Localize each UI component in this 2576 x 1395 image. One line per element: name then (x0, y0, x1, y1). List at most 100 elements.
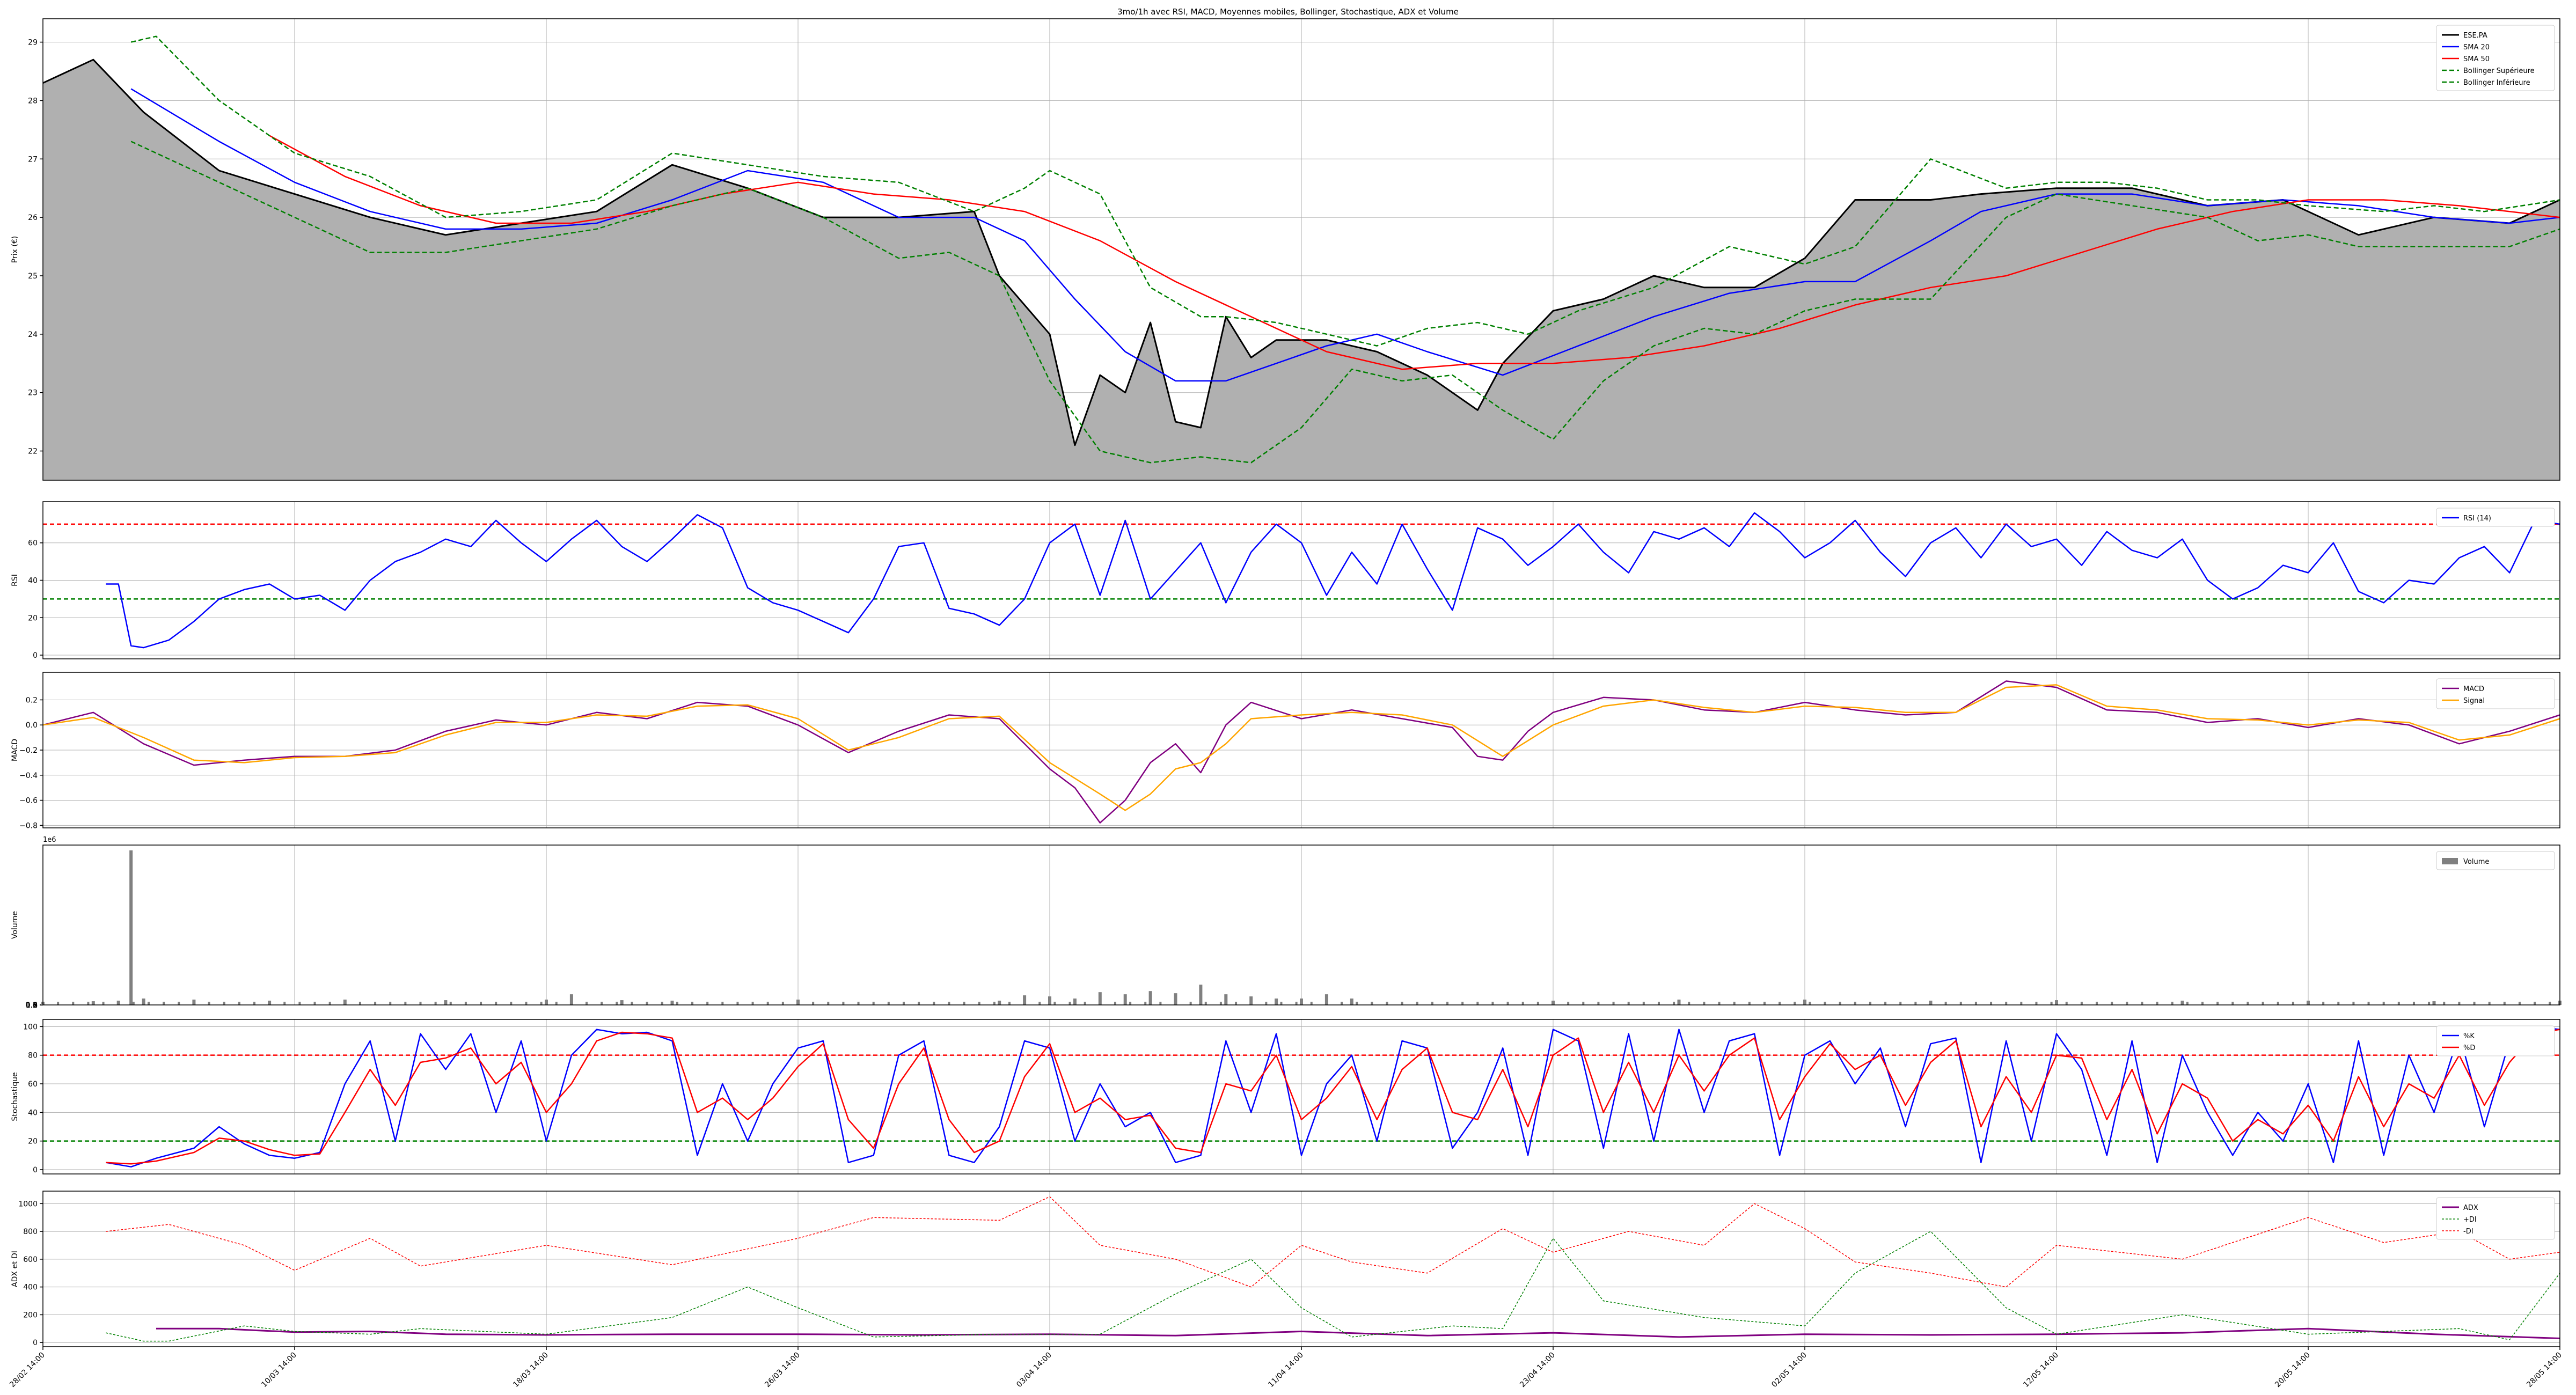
volume-bar (1341, 1002, 1343, 1005)
volume-bar (1552, 1002, 1554, 1005)
y-tick-label: 25 (28, 272, 38, 281)
volume-bar (1008, 1002, 1011, 1005)
volume-bar (842, 1002, 845, 1005)
volume-bar (918, 1002, 920, 1005)
legend-box (2436, 25, 2555, 91)
y-tick-label: 0 (33, 1166, 38, 1174)
y-tick-label: 0.0 (26, 1001, 38, 1010)
chart-title: 3mo/1h avec RSI, MACD, Moyennes mobiles,… (1117, 7, 1459, 17)
volume-bar (328, 1002, 331, 1005)
x-axis: 28/02 14:00 10/03 14:00 18/03 14:00 26/03 1… (8, 1347, 2564, 1389)
series-line (106, 1029, 2560, 1165)
volume-bar (1779, 1002, 1781, 1005)
y-axis-label: Stochastique (11, 1072, 19, 1121)
volume-bar (2292, 1002, 2294, 1005)
volume-bar (2096, 1002, 2098, 1005)
volume-bar (1275, 998, 1278, 1005)
volume-bar (313, 1002, 316, 1005)
volume-bar (2111, 1002, 2113, 1005)
legend-box (2436, 1025, 2555, 1056)
volume-bar (2473, 1002, 2476, 1005)
volume-bar (2262, 1002, 2264, 1005)
volume-bar (72, 1002, 75, 1005)
volume-bar (631, 1002, 633, 1005)
volume-bar (2141, 1002, 2143, 1005)
volume-bar (208, 1002, 210, 1005)
y-tick-label: 200 (23, 1311, 38, 1319)
volume-bar (2443, 1002, 2446, 1005)
y-tick-label: 60 (28, 539, 38, 548)
volume-bar (2201, 1002, 2204, 1005)
volume-bar (2549, 1002, 2551, 1005)
series-line (156, 1327, 2560, 1339)
volume-bar (1884, 1002, 1887, 1005)
legend-label: Signal (2463, 697, 2485, 705)
volume-bar (1476, 1002, 1479, 1005)
volume-bar (2367, 1002, 2370, 1005)
panel-volume: 0.00.20.40.60.81.01.21.4 Volume 1e6 Volume (11, 836, 2562, 1010)
y-tick-label: 100 (23, 1023, 38, 1031)
volume-bar (129, 850, 133, 1005)
volume-bar (993, 1002, 996, 1005)
volume-bar (963, 1002, 965, 1005)
y-tick-label: 60 (28, 1080, 38, 1089)
legend-label: SMA 50 (2463, 55, 2490, 63)
x-tick-label: 12/05 14:00 (2022, 1351, 2060, 1390)
y-tick-label: 0 (33, 1339, 38, 1347)
y-tick-label: 1.4 (26, 1001, 38, 1010)
series-line (130, 141, 2560, 464)
y-tick-label: −0.4 (19, 772, 38, 780)
series-line (106, 1026, 2560, 1168)
volume-bar (1144, 1002, 1147, 1005)
volume-bar (545, 1000, 548, 1005)
y-tick-label: 23 (28, 389, 38, 398)
panel-adx: 0 200 400 600 800 1000 ADX et DI ADX +DI -DI (11, 1191, 2560, 1347)
volume-bar (1763, 1002, 1766, 1005)
volume-bar (1824, 1002, 1826, 1005)
volume-bar (1174, 1002, 1177, 1005)
y-axis-label: MACD (11, 739, 19, 761)
plot-frame (42, 1019, 2560, 1174)
x-tick-label: 28/02 14:00 (8, 1351, 47, 1390)
legend-label: Bollinger Supérieure (2463, 67, 2535, 75)
volume-bar (1914, 1002, 1917, 1005)
volume-bar (601, 1002, 603, 1005)
series-line (42, 684, 2560, 811)
volume-bar (2216, 1002, 2219, 1005)
volume-bar (1990, 1002, 1993, 1005)
volume-bar (2055, 1000, 2058, 1005)
series-line (106, 1231, 2560, 1342)
volume-bar (1023, 995, 1027, 1005)
volume-bar (1053, 1002, 1056, 1005)
volume-bar (1627, 1002, 1630, 1005)
legend-box (2436, 678, 2555, 709)
volume-bar (1446, 1002, 1449, 1005)
y-tick-label: 400 (23, 1283, 38, 1292)
volume-bar (1929, 1002, 1932, 1005)
volume-bar (1416, 1002, 1418, 1005)
volume-bar (555, 1002, 558, 1005)
series-line (42, 58, 2560, 446)
plot-frame (42, 845, 2560, 1005)
volume-bar (1461, 1002, 1464, 1005)
y-tick-label: 0.8 (26, 1001, 38, 1010)
volume-bar (2020, 1002, 2023, 1005)
volume-bar (1521, 1002, 1524, 1005)
volume-bar (1959, 1002, 1962, 1005)
volume-bar (2171, 1002, 2174, 1005)
y-axis-label: Prix (€) (11, 236, 19, 263)
volume-bar (444, 1000, 448, 1005)
series-line (269, 135, 2560, 370)
volume-bar (1839, 1002, 1841, 1005)
volume-bar (2397, 1002, 2400, 1005)
volume-bar (404, 1002, 407, 1005)
volume-bar (1794, 1002, 1796, 1005)
volume-bar (1869, 1002, 1871, 1005)
volume-bar (1174, 993, 1177, 1005)
volume-bar (616, 1002, 618, 1005)
volume-bar (2080, 1002, 2083, 1005)
y-tick-label: 0.6 (26, 1001, 38, 1010)
volume-bar (343, 1002, 346, 1005)
volume-bar (1748, 1002, 1751, 1005)
volume-bar (1324, 994, 1328, 1005)
